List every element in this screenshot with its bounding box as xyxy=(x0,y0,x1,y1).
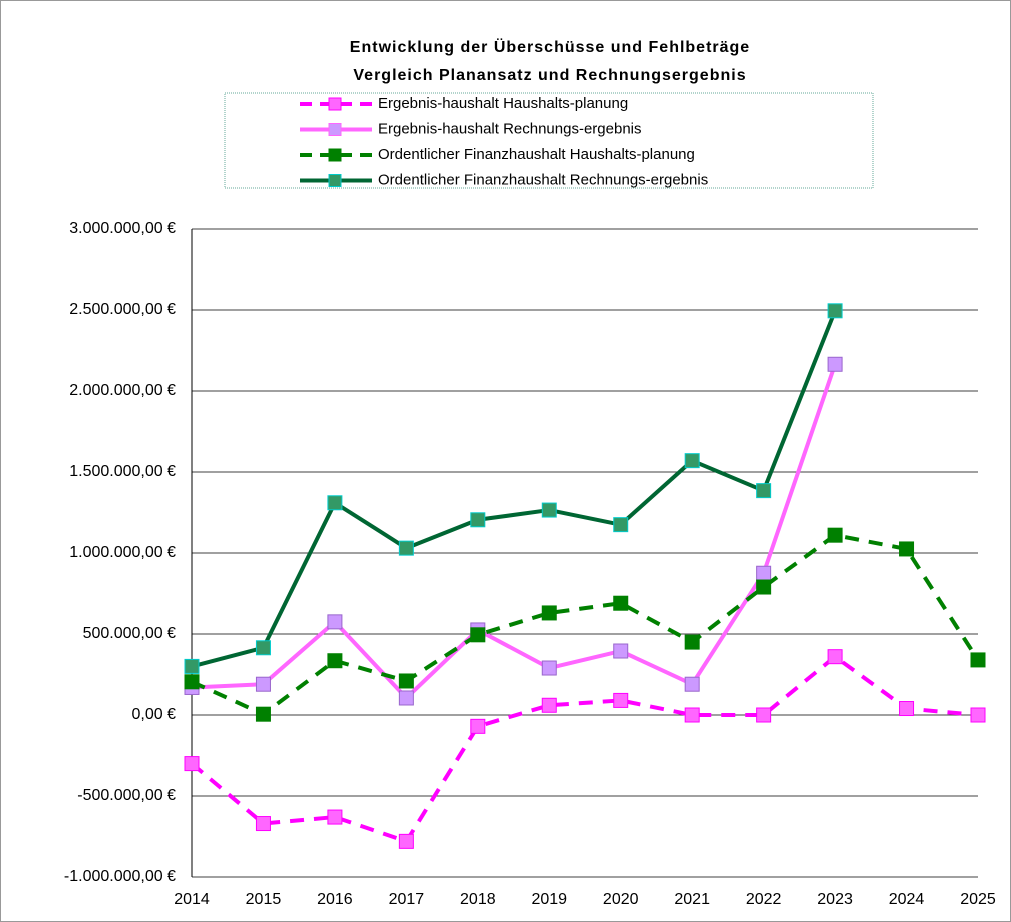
y-tick-label: 1.500.000,00 € xyxy=(69,463,176,480)
data-point xyxy=(398,673,414,689)
data-point xyxy=(541,502,557,518)
data-point xyxy=(327,653,343,669)
legend-marker xyxy=(328,174,342,187)
data-point xyxy=(756,579,772,595)
chart-title: Entwicklung der Überschüsse und Fehlbetr… xyxy=(350,37,750,56)
x-tick-label: 2014 xyxy=(174,891,210,908)
data-point xyxy=(398,540,414,556)
x-tick-label: 2017 xyxy=(389,891,425,908)
y-tick-label: 2.000.000,00 € xyxy=(69,382,176,399)
data-point xyxy=(827,649,843,665)
data-point xyxy=(327,614,343,630)
series-line xyxy=(191,310,837,669)
legend-label: Ergebnis-haushalt Haushalts-planung xyxy=(378,95,628,112)
data-point xyxy=(613,643,629,659)
x-tick-label: 2025 xyxy=(960,891,996,908)
data-point xyxy=(184,658,200,674)
legend-marker xyxy=(328,123,342,136)
data-point xyxy=(827,527,843,543)
data-point xyxy=(899,701,915,717)
data-point xyxy=(470,718,486,734)
data-point xyxy=(541,697,557,713)
x-tick-label: 2023 xyxy=(817,891,853,908)
data-point xyxy=(541,660,557,676)
data-point xyxy=(827,356,843,372)
x-tick-label: 2016 xyxy=(317,891,353,908)
data-point xyxy=(756,483,772,499)
data-point xyxy=(970,707,986,723)
series-line xyxy=(191,533,980,717)
y-tick-label: -1.000.000,00 € xyxy=(64,868,176,885)
data-point xyxy=(255,816,271,832)
series-line xyxy=(191,363,837,700)
data-point xyxy=(613,595,629,611)
y-tick-label: 2.500.000,00 € xyxy=(69,301,176,318)
legend-marker xyxy=(328,148,342,162)
data-point xyxy=(255,676,271,692)
x-tick-label: 2024 xyxy=(889,891,925,908)
x-tick-label: 2022 xyxy=(746,891,782,908)
y-tick-label: 500.000,00 € xyxy=(83,625,177,642)
data-point xyxy=(470,512,486,528)
y-tick-label: 0,00 € xyxy=(132,706,177,723)
data-point xyxy=(255,640,271,656)
legend-label: Ergebnis-haushalt Rechnungs-ergebnis xyxy=(378,120,642,137)
data-point xyxy=(684,676,700,692)
x-tick-label: 2019 xyxy=(531,891,567,908)
data-point xyxy=(184,674,200,690)
data-point xyxy=(899,541,915,557)
series-line xyxy=(190,654,979,844)
x-tick-label: 2015 xyxy=(246,891,282,908)
legend-label: Ordentlicher Finanzhaushalt Rechnungs-er… xyxy=(378,171,708,188)
chart-subtitle: Vergleich Planansatz und Rechnungsergebn… xyxy=(353,67,746,84)
data-point xyxy=(613,692,629,708)
data-point xyxy=(255,706,271,722)
data-point xyxy=(756,565,772,581)
data-point xyxy=(613,517,629,533)
x-tick-label: 2020 xyxy=(603,891,639,908)
data-point xyxy=(827,303,843,319)
data-point xyxy=(756,707,772,723)
data-point xyxy=(470,627,486,643)
data-point xyxy=(541,605,557,621)
data-point xyxy=(684,453,700,469)
data-point xyxy=(970,652,986,668)
y-tick-label: -500.000,00 € xyxy=(77,787,176,804)
x-tick-label: 2021 xyxy=(674,891,710,908)
y-tick-label: 3.000.000,00 € xyxy=(69,220,176,237)
data-point xyxy=(327,495,343,511)
data-point xyxy=(684,707,700,723)
legend-label: Ordentlicher Finanzhaushalt Haushalts-pl… xyxy=(378,146,695,163)
data-point xyxy=(684,634,700,650)
y-tick-label: 1.000.000,00 € xyxy=(69,544,176,561)
legend-marker xyxy=(328,97,342,111)
data-point xyxy=(184,756,200,772)
data-point xyxy=(398,690,414,706)
data-point xyxy=(398,833,414,849)
data-point xyxy=(327,809,343,825)
x-tick-label: 2018 xyxy=(460,891,496,908)
